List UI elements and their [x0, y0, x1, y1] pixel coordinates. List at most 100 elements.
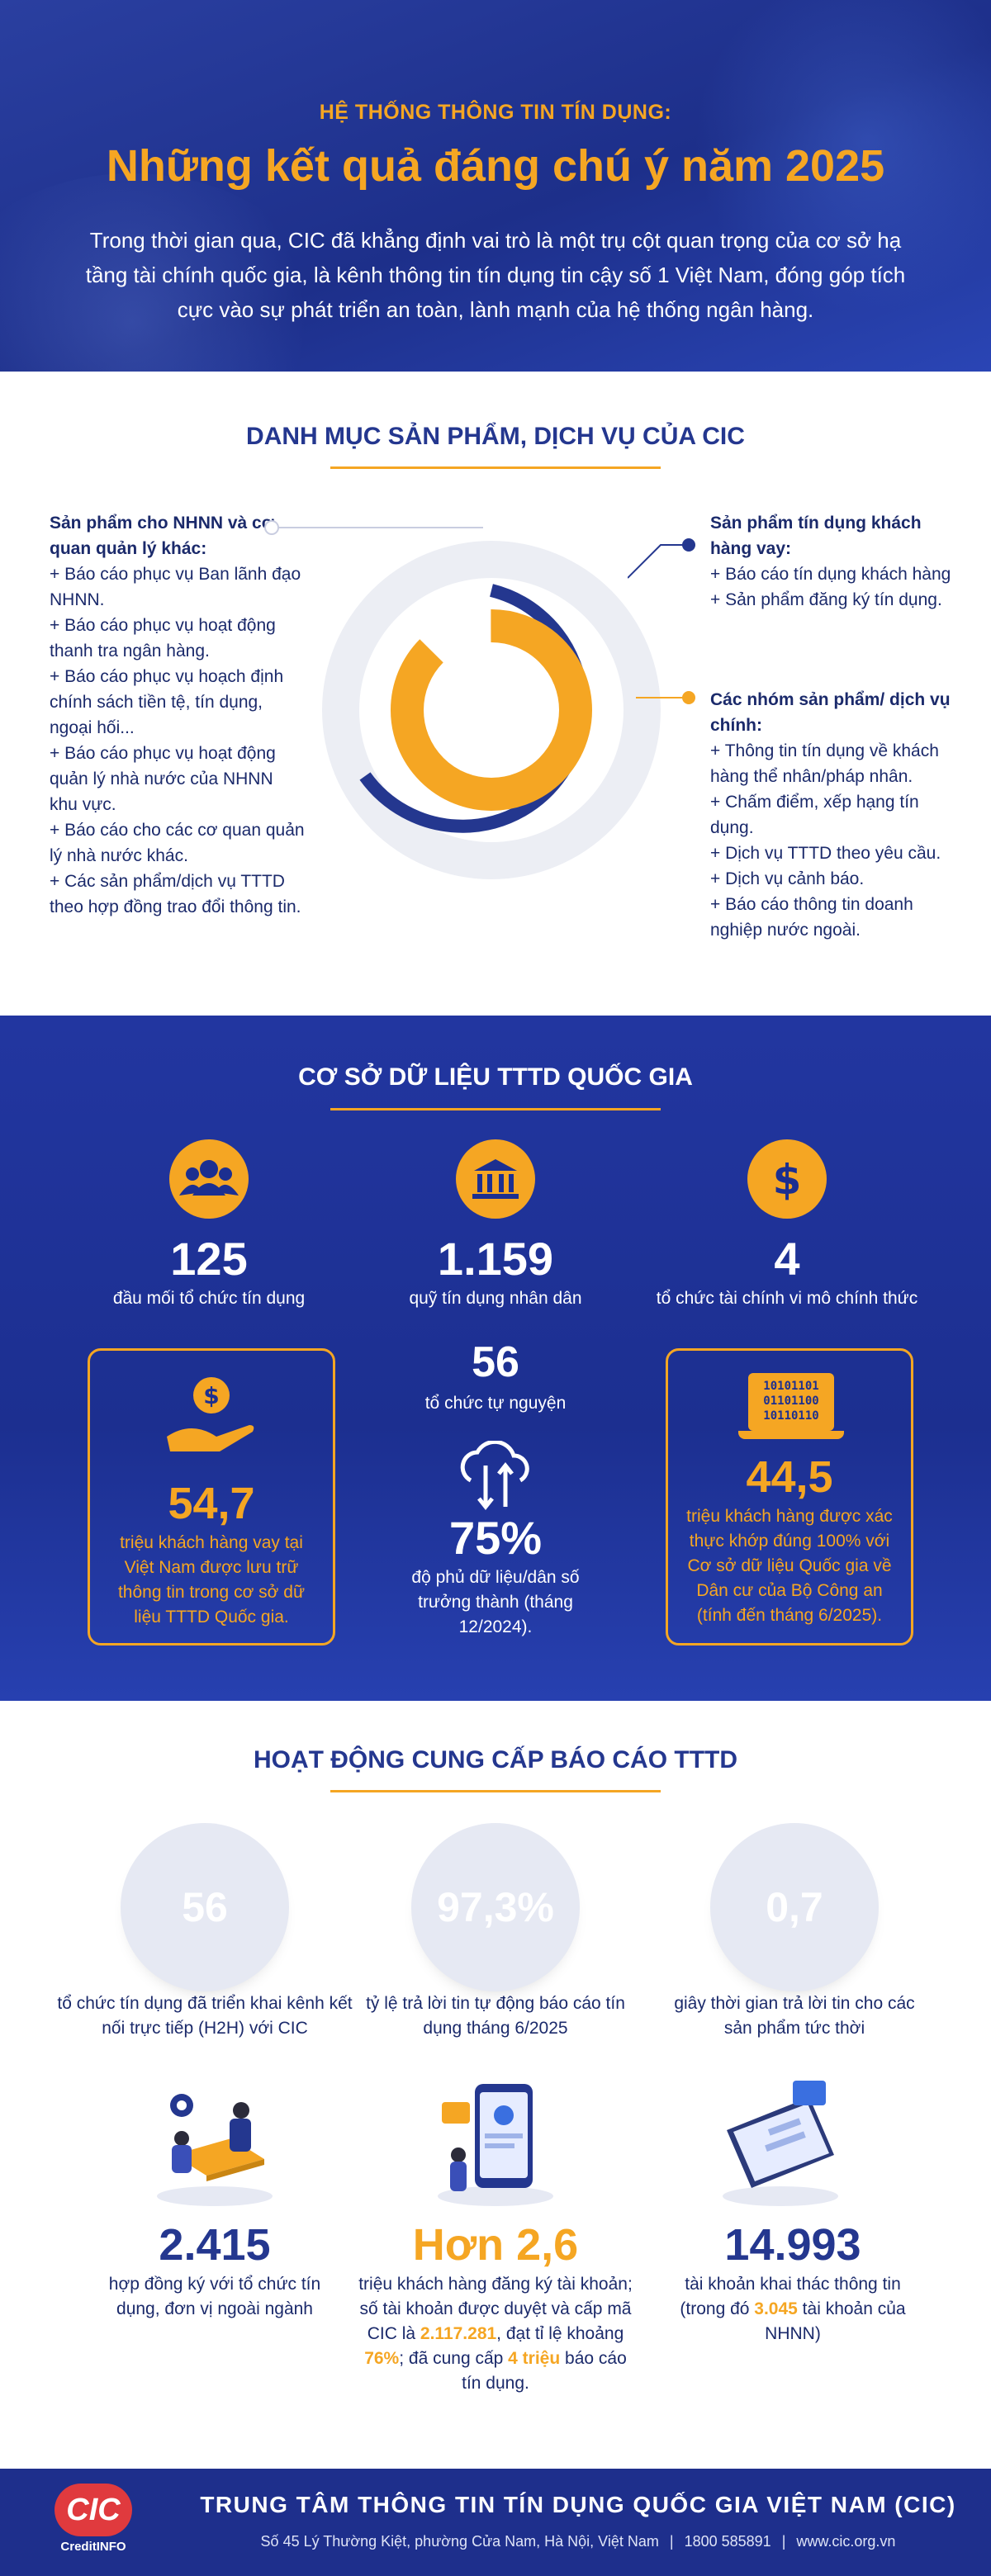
binary-line: 01101100 — [763, 1395, 819, 1408]
footer-address: Số 45 Lý Thường Kiệt, phường Cửa Nam, Hà… — [260, 2533, 659, 2550]
stat-value: 75% — [448, 1512, 543, 1564]
stat-circle: 97,3% — [411, 1823, 580, 1991]
label-part: ; đã cung cấp — [399, 2349, 509, 2368]
dollar-icon: $ — [747, 1139, 827, 1219]
stat-label: triệu khách hàng vay tại Việt Nam được l… — [117, 1533, 306, 1627]
stat-circle: 56 — [121, 1823, 289, 1991]
highlight: 76% — [364, 2349, 400, 2368]
header-decoration — [694, 0, 991, 314]
list-item: + Các sản phẩm/dịch vụ TTTD theo hợp đồn… — [50, 872, 301, 916]
svg-text:$: $ — [203, 1382, 219, 1409]
reports-title: HOẠT ĐỘNG CUNG CẤP BÁO CÁO TTTD — [253, 1746, 738, 1773]
header-description: Trong thời gian qua, CIC đã khẳng định v… — [85, 228, 906, 322]
right-bottom-product-list: Các nhóm sản phẩm/ dịch vụ chính: + Thôn… — [710, 687, 958, 943]
phone-account-illustration-icon — [438, 2084, 553, 2206]
left-heading: Sản phẩm cho NHNN và cơ quan quản lý khá… — [50, 514, 274, 558]
label-part: tài khoản khai thác thông tin (trong đó — [680, 2275, 901, 2318]
list-item: + Báo cáo phục vụ hoạch định chính sách … — [50, 667, 284, 737]
list-item: + Báo cáo phục vụ Ban lãnh đạo NHNN. — [50, 565, 301, 609]
list-item: + Báo cáo tín dụng khách hàng — [710, 565, 951, 584]
title-underline — [330, 466, 661, 469]
stat-label: tỷ lệ trả lời tin tự động báo cáo tín dụ… — [366, 1994, 625, 2038]
database-title: CƠ SỞ DỮ LIỆU TTTD QUỐC GIA — [298, 1063, 693, 1091]
list-item: + Dịch vụ TTTD theo yêu cầu. — [710, 844, 941, 863]
cloud-transfer-icon — [460, 1441, 529, 1511]
stat-label: đầu mối tổ chức tín dụng — [112, 1289, 306, 1308]
hand-coin-icon: $ — [167, 1377, 254, 1451]
title-underline — [330, 1108, 661, 1110]
bank-icon — [456, 1139, 535, 1219]
cic-logo: CIC CreditINFO — [48, 2484, 139, 2561]
list-item: + Báo cáo cho các cơ quan quản lý nhà nư… — [50, 821, 305, 865]
products-section: DANH MỤC SẢN PHẨM, DỊCH VỤ CỦA CIC Sản p… — [0, 372, 991, 1016]
list-item: + Thông tin tín dụng về khách hàng thể n… — [710, 741, 939, 786]
stat-label: quỹ tín dụng nhân dân — [409, 1289, 582, 1308]
logo-mark: CIC — [55, 2484, 132, 2536]
list-item: + Chấm điểm, xếp hạng tín dụng. — [710, 793, 919, 837]
svg-text:$: $ — [773, 1156, 802, 1204]
right-bottom-heading: Các nhóm sản phẩm/ dịch vụ chính: — [710, 690, 951, 735]
label-part: tài khoản của NHNN) — [765, 2299, 906, 2343]
footer-phone[interactable]: 1800 585891 — [684, 2533, 771, 2550]
stat-value: 4 — [774, 1233, 800, 1285]
footer-org-name: TRUNG TÂM THÔNG TIN TÍN DỤNG QUỐC GIA VI… — [200, 2492, 956, 2517]
connector-dot — [264, 520, 279, 535]
laptop-base — [738, 1431, 844, 1439]
list-item: + Sản phẩm đăng ký tín dụng. — [710, 590, 942, 609]
report-value: Hơn 2,6 — [412, 2220, 579, 2270]
footer-website-link[interactable]: www.cic.org.vn — [796, 2533, 896, 2550]
label-part: triệu khách hàng đăng ký tài khoản; số t… — [358, 2275, 633, 2343]
highlight: 4 triệu — [508, 2349, 561, 2368]
stat-label: giây thời gian trả lời tin cho các sản p… — [674, 1994, 915, 2038]
stat-box — [88, 1348, 335, 1646]
connector-line — [277, 527, 483, 528]
header-banner: HỆ THỐNG THÔNG TIN TÍN DỤNG: Những kết q… — [0, 0, 991, 372]
footer-contact: Số 45 Lý Thường Kiệt, phường Cửa Nam, Hà… — [260, 2533, 896, 2550]
report-label: tài khoản khai thác thông tin (trong đó … — [677, 2272, 908, 2346]
list-item: + Dịch vụ cảnh báo. — [710, 869, 865, 888]
header-subtitle: HỆ THỐNG THÔNG TIN TÍN DỤNG: — [319, 101, 672, 124]
stat-label: tổ chức tự nguyện — [424, 1394, 567, 1413]
stat-value: 44,5 — [746, 1452, 833, 1502]
database-section: CƠ SỞ DỮ LIỆU TTTD QUỐC GIA 125 đầu mối … — [0, 1016, 991, 1701]
label-part: báo cáo tín dụng. — [462, 2349, 627, 2393]
logo-subtext: CreditINFO — [60, 2540, 126, 2554]
report-value: 14.993 — [724, 2220, 861, 2270]
stat-circle: 0,7 — [710, 1823, 879, 1991]
product-ring-diagram — [322, 541, 661, 879]
right-top-heading: Sản phẩm tín dụng khách hàng vay: — [710, 514, 922, 558]
list-item: + Báo cáo thông tin doanh nghiệp nước ng… — [710, 895, 913, 940]
report-label: triệu khách hàng đăng ký tài khoản; số t… — [355, 2272, 636, 2396]
stat-value: 1.159 — [437, 1233, 554, 1285]
binary-laptop-icon: 10101101 01101100 10110110 — [748, 1373, 834, 1431]
report-value: 2.415 — [159, 2220, 271, 2270]
list-item: + Báo cáo phục vụ hoạt động thanh tra ng… — [50, 616, 276, 661]
products-title: DANH MỤC SẢN PHẨM, DỊCH VỤ CỦA CIC — [246, 423, 745, 450]
meeting-illustration-icon — [157, 2094, 273, 2206]
stat-value: 125 — [170, 1233, 248, 1285]
stat-label: tổ chức tín dụng đã triển khai kênh kết … — [57, 1994, 353, 2038]
stat-label: tổ chức tài chính vi mô chính thức — [656, 1289, 918, 1308]
orange-arc — [390, 609, 592, 811]
highlight: 3.045 — [754, 2299, 798, 2318]
right-top-product-list: Sản phẩm tín dụng khách hàng vay: + Báo … — [710, 510, 958, 613]
highlight: 2.117.281 — [420, 2324, 497, 2343]
stat-value: 56 — [472, 1338, 519, 1386]
report-label: hợp đồng ký với tổ chức tín dụng, đơn vị… — [108, 2275, 321, 2318]
stat-box — [666, 1348, 913, 1646]
tablet-info-illustration-icon — [723, 2081, 838, 2206]
stat-value: 54,7 — [168, 1479, 255, 1528]
label-part: , đạt tỉ lệ khoảng — [496, 2324, 624, 2343]
header-title: Những kết quả đáng chú ý năm 2025 — [106, 141, 885, 191]
right-connectors — [628, 538, 695, 704]
title-underline — [330, 1790, 661, 1792]
reports-section: HOẠT ĐỘNG CUNG CẤP BÁO CÁO TTTD 56 tổ ch… — [0, 1701, 991, 2469]
stat-label: độ phủ dữ liệu/dân số trưởng thành (thán… — [411, 1568, 580, 1636]
binary-line: 10110110 — [763, 1409, 819, 1423]
stat-label: triệu khách hàng được xác thực khớp đúng… — [686, 1507, 893, 1625]
people-icon — [169, 1139, 249, 1219]
left-product-list: Sản phẩm cho NHNN và cơ quan quản lý khá… — [50, 510, 306, 920]
list-item: + Báo cáo phục vụ hoạt động quản lý nhà … — [50, 744, 276, 814]
binary-line: 10101101 — [763, 1380, 819, 1393]
footer: CIC CreditINFO TRUNG TÂM THÔNG TIN TÍN D… — [0, 2469, 991, 2576]
